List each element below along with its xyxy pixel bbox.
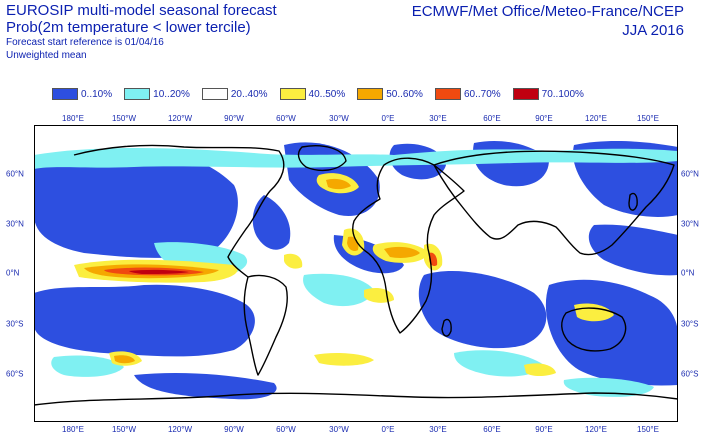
legend-label: 10..20% xyxy=(153,88,190,100)
legend-swatch xyxy=(124,88,151,100)
lon-label-bottom: 120°E xyxy=(585,425,607,434)
lon-label-top: 30°W xyxy=(329,114,349,123)
legend-item: 50..60% xyxy=(357,88,423,100)
lon-label-top: 180°E xyxy=(62,114,84,123)
legend-label: 70..100% xyxy=(541,88,584,100)
source-block: ECMWF/Met Office/Meteo-France/NCEP JJA 2… xyxy=(412,2,684,40)
legend-swatch xyxy=(434,88,461,100)
lat-label-right: 60°S xyxy=(681,369,699,379)
greenland-coast xyxy=(297,145,347,172)
legend-label: 60..70% xyxy=(463,88,501,100)
legend-swatch xyxy=(357,88,384,100)
lat-label-left: 30°S xyxy=(6,319,24,329)
lon-label-bottom: 150°E xyxy=(637,425,659,434)
forecast-start-text: Forecast start reference is 01/04/16 xyxy=(6,37,164,48)
legend-swatch xyxy=(279,88,306,100)
lon-label-top: 0°E xyxy=(381,114,395,123)
north-america-coast xyxy=(73,144,285,278)
lon-label-bottom: 90°W xyxy=(224,425,244,434)
title-line-2: Prob(2m temperature < lower tercile) xyxy=(6,19,251,36)
lon-label-bottom: 0°E xyxy=(381,425,395,434)
lat-label-right: 30°N xyxy=(681,219,699,229)
legend-item: 40..50% xyxy=(279,88,346,100)
lon-label-bottom: 60°E xyxy=(483,425,501,434)
australia-coast xyxy=(561,307,627,352)
lat-label-left: 60°N xyxy=(6,169,24,179)
lon-label-top: 60°W xyxy=(276,114,296,123)
lon-label-bottom: 60°W xyxy=(276,425,296,434)
legend-item: 0..10% xyxy=(52,88,112,100)
madagascar-coast xyxy=(441,318,452,337)
source-text: ECMWF/Met Office/Meteo-France/NCEP xyxy=(411,3,684,20)
lon-label-top: 150°E xyxy=(637,114,659,123)
map-border xyxy=(34,125,678,422)
lon-label-top: 120°W xyxy=(167,114,193,123)
lon-label-bottom: 30°E xyxy=(429,425,447,434)
europe-africa-coast xyxy=(352,157,465,334)
south-america-coast xyxy=(243,274,288,376)
title-line-1: EUROSIP multi-model seasonal forecast xyxy=(6,2,277,19)
lon-label-top: 120°E xyxy=(585,114,607,123)
lat-label-right: 0°N xyxy=(681,268,695,278)
lon-label-bottom: 120°W xyxy=(167,425,193,434)
lon-label-bottom: 90°E xyxy=(535,425,553,434)
lon-label-bottom: 30°W xyxy=(329,425,349,434)
lon-label-top: 90°W xyxy=(224,114,244,123)
lon-label-bottom: 150°W xyxy=(111,425,137,434)
legend-label: 40..50% xyxy=(308,88,346,100)
weighting-text: Unweighted mean xyxy=(6,50,87,61)
title-block: EUROSIP multi-model seasonal forecast Pr… xyxy=(6,2,277,62)
legend-label: 0..10% xyxy=(81,88,113,100)
lat-label-left: 30°N xyxy=(6,219,24,229)
lat-label-left: 60°S xyxy=(6,369,24,379)
legend-swatch xyxy=(52,88,78,100)
forecast-map xyxy=(34,125,678,422)
high-probability-regions xyxy=(74,173,614,376)
color-legend: 0..10% 10..20% 20..40% 40..50% 50..60% 6… xyxy=(52,88,596,100)
map-canvas xyxy=(34,125,678,422)
legend-item: 10..20% xyxy=(124,88,190,100)
lat-label-left: 0°N xyxy=(6,268,20,278)
legend-item: 70..100% xyxy=(512,88,584,100)
legend-label: 20..40% xyxy=(230,88,268,100)
lat-label-right: 30°S xyxy=(681,319,699,329)
antarctica-coast xyxy=(34,392,678,406)
legend-swatch xyxy=(512,88,539,100)
moderate-low-regions xyxy=(34,148,678,397)
lat-label-right: 60°N xyxy=(681,169,699,179)
lon-label-bottom: 180°E xyxy=(62,425,84,434)
lon-label-top: 30°E xyxy=(429,114,447,123)
lon-label-top: 90°E xyxy=(535,114,553,123)
legend-label: 50..60% xyxy=(386,88,423,100)
coastlines xyxy=(34,144,678,406)
lon-label-top: 60°E xyxy=(483,114,501,123)
legend-item: 20..40% xyxy=(201,88,268,100)
lon-label-top: 150°W xyxy=(111,114,137,123)
legend-item: 60..70% xyxy=(434,88,501,100)
japan-coast xyxy=(628,192,638,211)
season-text: JJA 2016 xyxy=(622,22,684,39)
asia-coast xyxy=(433,150,675,256)
legend-swatch xyxy=(201,88,228,100)
